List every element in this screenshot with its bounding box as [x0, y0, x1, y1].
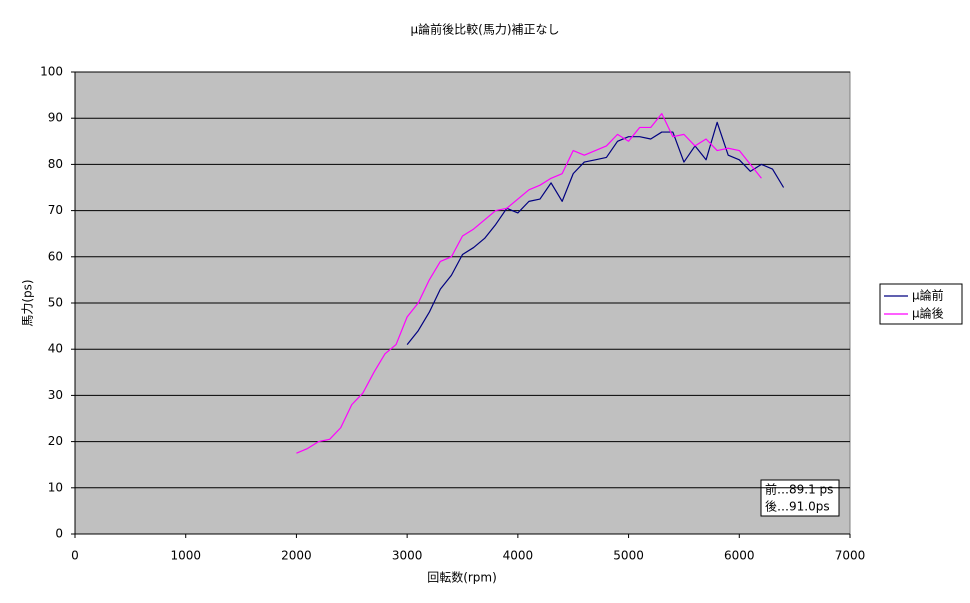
y-tick-label: 90	[48, 111, 63, 125]
y-tick-label: 50	[48, 296, 63, 310]
legend-box	[879, 283, 963, 325]
y-tick-label: 100	[40, 65, 63, 79]
x-tick-label: 3000	[392, 549, 423, 563]
x-tick-label: 6000	[724, 549, 755, 563]
y-tick-label: 20	[48, 434, 63, 448]
series-line	[296, 112, 762, 454]
y-tick-label: 40	[48, 342, 63, 356]
annotation: 後…91.0ps	[765, 500, 830, 514]
x-tick-label: 0	[71, 549, 79, 563]
legend-label: μ論後	[912, 306, 944, 321]
annotation-box	[760, 479, 840, 517]
x-tick-label: 5000	[613, 549, 644, 563]
x-tick-label: 1000	[170, 549, 201, 563]
x-axis-label: 回転数(rpm)	[427, 570, 497, 585]
series-line	[406, 121, 785, 345]
y-axis-label: 馬力(ps)	[21, 279, 35, 326]
y-tick-label: 30	[48, 388, 63, 402]
x-tick-label: 7000	[835, 549, 866, 563]
y-tick-label: 80	[48, 157, 63, 171]
legend-label: μ論前	[912, 288, 944, 303]
y-tick-label: 60	[48, 249, 63, 263]
x-tick-label: 2000	[281, 549, 312, 563]
chart-title: μ論前後比較(馬力)補正なし	[411, 22, 560, 37]
annotation: 前…89.1 ps	[765, 482, 833, 497]
y-tick-label: 0	[55, 527, 63, 541]
y-tick-label: 10	[48, 480, 63, 494]
x-tick-label: 4000	[503, 549, 534, 563]
y-tick-label: 70	[48, 203, 63, 217]
